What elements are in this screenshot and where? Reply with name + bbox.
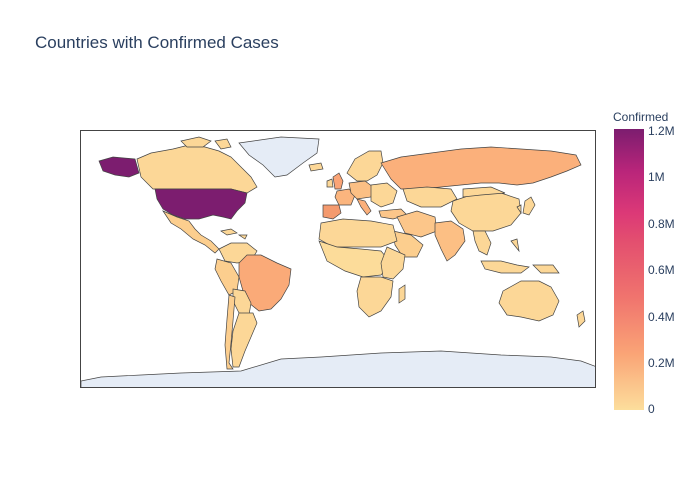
antarctica[interactable]: [81, 350, 596, 388]
colorbar-tick: 0.8M: [648, 217, 675, 231]
canada[interactable]: [136, 144, 258, 194]
caribbean[interactable]: [220, 228, 248, 240]
colorbar: [614, 129, 644, 410]
iceland[interactable]: [308, 162, 324, 172]
italy[interactable]: [356, 198, 372, 216]
chart-title: Countries with Confirmed Cases: [35, 33, 279, 52]
southeast-asia[interactable]: [472, 230, 492, 256]
southern-africa[interactable]: [356, 276, 394, 318]
colorbar-tick: 1.2M: [648, 124, 675, 138]
kazakhstan[interactable]: [402, 186, 458, 208]
greenland[interactable]: [238, 136, 320, 178]
colorbar-title: Confirmed: [613, 110, 669, 124]
indonesia-philippines[interactable]: [480, 238, 530, 274]
alaska[interactable]: [98, 156, 140, 178]
madagascar[interactable]: [398, 284, 406, 304]
colorbar-tick: 1M: [648, 170, 665, 184]
choropleth-map[interactable]: [80, 130, 596, 388]
spain-portugal[interactable]: [322, 204, 342, 220]
scandinavia[interactable]: [346, 150, 384, 182]
colorbar-tick: 0.2M: [648, 356, 675, 370]
colorbar-tick: 0.4M: [648, 310, 675, 324]
east-africa[interactable]: [380, 246, 406, 280]
canada-islands[interactable]: [180, 136, 232, 150]
arabian-peninsula[interactable]: [392, 230, 424, 258]
colorbar-tick: 0.6M: [648, 263, 675, 277]
brazil[interactable]: [238, 254, 292, 312]
australia[interactable]: [498, 280, 560, 322]
eastern-europe[interactable]: [370, 182, 398, 208]
united-states[interactable]: [154, 188, 248, 220]
new-guinea[interactable]: [532, 264, 560, 274]
ireland[interactable]: [326, 178, 334, 188]
argentina[interactable]: [230, 312, 258, 368]
china[interactable]: [450, 192, 522, 232]
russia[interactable]: [380, 146, 582, 190]
india[interactable]: [434, 220, 466, 262]
north-africa[interactable]: [318, 218, 398, 248]
chile[interactable]: [224, 294, 236, 370]
colorbar-tick: 0: [648, 402, 655, 416]
mongolia[interactable]: [462, 186, 506, 198]
japan-korea[interactable]: [516, 196, 536, 216]
united-kingdom[interactable]: [332, 172, 344, 190]
new-zealand[interactable]: [576, 310, 586, 328]
france[interactable]: [334, 188, 356, 206]
